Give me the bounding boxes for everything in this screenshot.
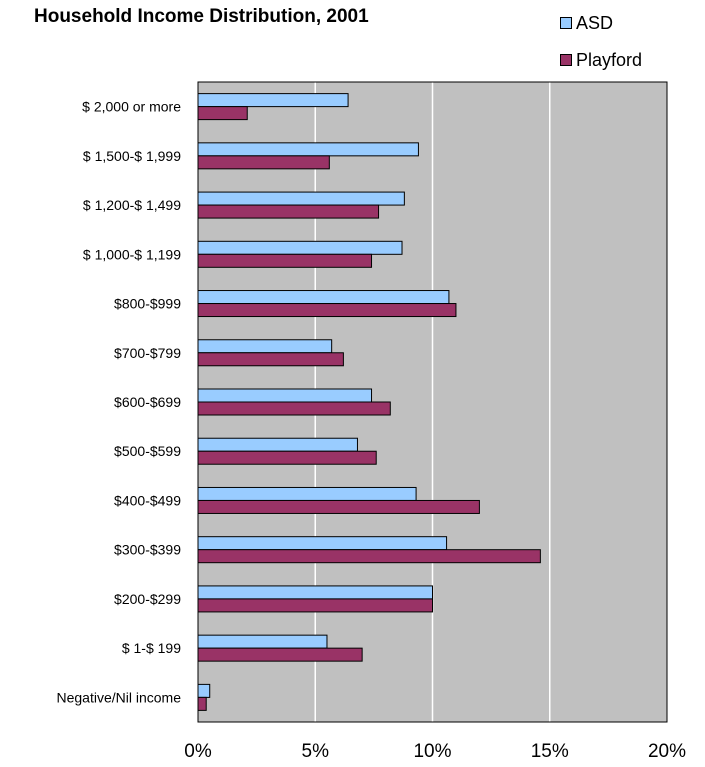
legend-label-asd: ASD: [576, 12, 614, 33]
bar-playford-6: [197, 352, 344, 367]
bar-asd-11: [197, 585, 433, 600]
x-tick-label-5: 20%: [648, 741, 686, 762]
bar-playford-12: [197, 647, 363, 662]
bar-playford-7: [197, 401, 391, 416]
bar-playford-5: [197, 303, 457, 318]
category-label-9: $400-$499: [114, 492, 181, 508]
bar-asd-4: [197, 240, 403, 255]
category-label-2: $ 1,500-$ 1,999: [83, 148, 181, 164]
bar-playford-2: [197, 155, 330, 170]
bar-asd-10: [197, 536, 448, 551]
x-tick-label-2: 5%: [302, 741, 330, 762]
bar-playford-13: [197, 696, 207, 711]
category-label-3: $ 1,200-$ 1,499: [83, 197, 181, 213]
bar-asd-9: [197, 486, 417, 501]
bar-asd-13: [197, 683, 211, 698]
category-label-4: $ 1,000-$ 1,199: [83, 246, 181, 262]
bar-asd-5: [197, 290, 450, 305]
category-label-11: $200-$299: [114, 591, 181, 607]
category-label-7: $600-$699: [114, 394, 181, 410]
category-label-12: $ 1-$ 199: [122, 640, 181, 656]
bar-playford-8: [197, 450, 377, 465]
bar-asd-8: [197, 437, 358, 452]
category-label-10: $300-$399: [114, 542, 181, 558]
category-label-6: $700-$799: [114, 345, 181, 361]
category-label-13: Negative/Nil income: [57, 689, 182, 705]
x-tick-label-3: 10%: [413, 741, 451, 762]
x-tick-label-1: 0%: [184, 741, 212, 762]
legend-swatch-playford: [560, 54, 572, 66]
bar-playford-1: [197, 106, 248, 121]
legend: ASD Playford: [560, 10, 642, 84]
bar-asd-12: [197, 634, 328, 649]
bar-playford-9: [197, 499, 480, 514]
bar-asd-3: [197, 191, 405, 206]
bar-asd-2: [197, 142, 419, 157]
legend-swatch-asd: [560, 17, 572, 29]
bar-playford-4: [197, 253, 373, 268]
category-label-5: $800-$999: [114, 296, 181, 312]
bar-asd-6: [197, 339, 333, 354]
bar-playford-11: [197, 598, 433, 613]
legend-label-playford: Playford: [576, 49, 643, 70]
bar-asd-1: [197, 93, 349, 108]
category-label-1: $ 2,000 or more: [82, 99, 181, 115]
chart-title: Household Income Distribution, 2001: [34, 6, 369, 27]
bar-playford-10: [197, 549, 541, 564]
bar-asd-7: [197, 388, 373, 403]
legend-item-asd: ASD: [560, 10, 642, 36]
category-label-8: $500-$599: [114, 443, 181, 459]
x-tick-label-4: 15%: [531, 741, 569, 762]
legend-item-playford: Playford: [560, 47, 642, 73]
bar-playford-3: [197, 204, 380, 219]
